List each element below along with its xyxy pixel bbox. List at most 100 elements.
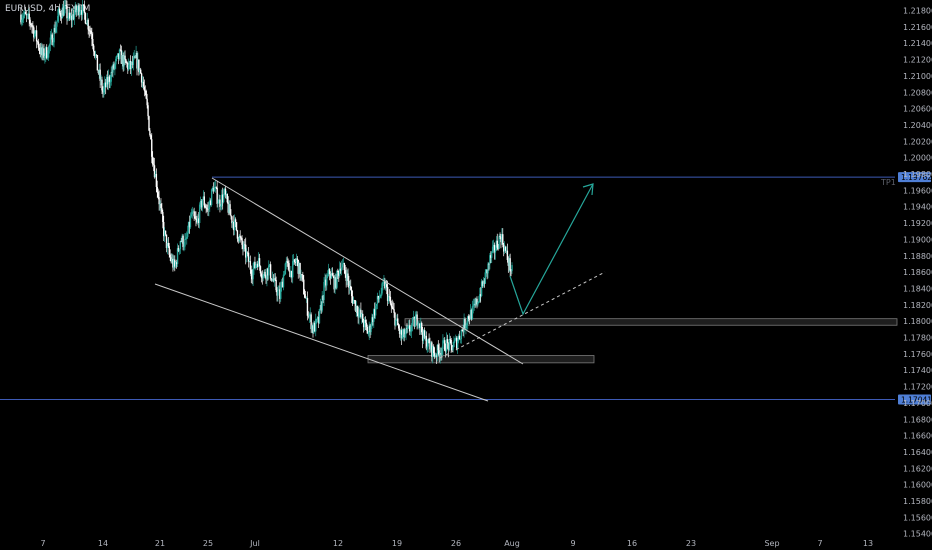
candle-body bbox=[305, 298, 308, 299]
candle-body bbox=[38, 47, 41, 50]
candle-body bbox=[98, 69, 100, 74]
candle-body bbox=[303, 279, 305, 295]
candle-body bbox=[103, 87, 105, 93]
candle-body bbox=[261, 277, 264, 279]
candle-body bbox=[332, 275, 334, 277]
candle-body bbox=[310, 314, 312, 330]
price-tick-label: 1.17400 bbox=[903, 366, 932, 375]
candle-body bbox=[164, 230, 167, 235]
candle-body bbox=[245, 252, 248, 258]
candle-body bbox=[44, 55, 46, 58]
candle-body bbox=[348, 280, 350, 288]
candle-body bbox=[27, 13, 29, 15]
candle-body bbox=[343, 263, 346, 271]
candle-body bbox=[382, 282, 384, 284]
support-zone[interactable] bbox=[367, 355, 595, 364]
candle-body bbox=[315, 319, 317, 332]
candle-body bbox=[81, 10, 83, 15]
candle-body bbox=[319, 304, 322, 310]
candle-body bbox=[203, 196, 205, 206]
candle-body bbox=[215, 186, 217, 188]
candle-body bbox=[253, 261, 255, 270]
candle-body bbox=[155, 173, 158, 187]
candle-body bbox=[435, 355, 438, 357]
wedge-lower-line[interactable] bbox=[154, 283, 489, 402]
candle-body bbox=[363, 319, 366, 328]
candle-body bbox=[93, 51, 96, 57]
support-zone[interactable] bbox=[404, 318, 898, 326]
candle-body bbox=[116, 56, 118, 59]
candle-body bbox=[301, 274, 303, 276]
candle-body bbox=[181, 235, 183, 242]
projection-path[interactable] bbox=[509, 183, 594, 316]
candle-body bbox=[197, 218, 199, 223]
candle-body bbox=[418, 323, 420, 325]
price-tick-label: 1.20600 bbox=[903, 105, 932, 114]
candle-body bbox=[498, 236, 500, 249]
candle-body bbox=[247, 252, 250, 263]
candle-body bbox=[131, 61, 134, 65]
candle-body bbox=[436, 344, 439, 357]
candle-body bbox=[350, 285, 352, 290]
candle-body bbox=[208, 207, 210, 209]
price-tick-label: 1.21400 bbox=[903, 39, 932, 48]
time-axis: 7 14 21 25 Jul 12 19 26 Aug 9 16 23 Sep 7 13 bbox=[40, 539, 873, 548]
candle-body bbox=[254, 261, 256, 268]
candle-body bbox=[369, 325, 371, 333]
candle-body bbox=[288, 263, 290, 272]
dotted-trendline[interactable] bbox=[439, 271, 606, 359]
candle-body bbox=[504, 247, 507, 251]
candle-body bbox=[43, 48, 45, 58]
candle-body bbox=[151, 156, 154, 165]
price-tick-label: 1.20000 bbox=[903, 154, 932, 163]
time-tick-label: 12 bbox=[333, 539, 343, 548]
candle-body bbox=[410, 325, 413, 332]
price-tick-label: 1.16400 bbox=[903, 448, 932, 457]
candle-body bbox=[213, 187, 216, 192]
candle-body bbox=[209, 200, 211, 208]
candle-body bbox=[59, 12, 62, 17]
candle-body bbox=[46, 57, 49, 59]
candle-body bbox=[217, 203, 219, 204]
candle-body bbox=[264, 271, 266, 277]
candle-body bbox=[510, 270, 512, 272]
candle-body bbox=[486, 269, 488, 274]
candle-body bbox=[243, 244, 245, 249]
candle-body bbox=[323, 282, 325, 301]
candle-body bbox=[433, 353, 436, 357]
candle-body bbox=[387, 296, 390, 301]
candle-body bbox=[205, 207, 207, 209]
wedge-upper-line[interactable] bbox=[211, 177, 524, 365]
candle-body bbox=[173, 259, 175, 268]
candle-body bbox=[485, 269, 487, 273]
candle-body bbox=[163, 221, 165, 237]
candle-body bbox=[175, 262, 177, 267]
candle-body bbox=[21, 19, 23, 23]
candle-body bbox=[82, 4, 85, 6]
candle-body bbox=[385, 284, 387, 288]
time-tick-label: Jul bbox=[249, 539, 260, 548]
candle-body bbox=[172, 258, 174, 268]
candle-body bbox=[488, 263, 490, 265]
candle-body bbox=[414, 318, 416, 327]
candle-body bbox=[136, 52, 138, 69]
candle-body bbox=[22, 18, 24, 20]
candle-body bbox=[126, 62, 128, 64]
candle-body bbox=[161, 208, 163, 213]
candle-body bbox=[292, 259, 295, 262]
candle-body bbox=[46, 47, 48, 59]
candle-body bbox=[146, 98, 148, 106]
candle-body bbox=[51, 34, 53, 45]
candle-body bbox=[268, 265, 270, 276]
candle-body bbox=[66, 5, 68, 19]
candle-body bbox=[61, 7, 64, 19]
candle-body bbox=[169, 254, 171, 258]
candle-body bbox=[393, 309, 395, 313]
candle-body bbox=[80, 10, 82, 12]
candle-body bbox=[377, 296, 380, 300]
candle-body bbox=[493, 244, 496, 253]
candle-body bbox=[95, 54, 98, 56]
candle-body bbox=[71, 14, 74, 21]
candle-body bbox=[156, 186, 158, 192]
